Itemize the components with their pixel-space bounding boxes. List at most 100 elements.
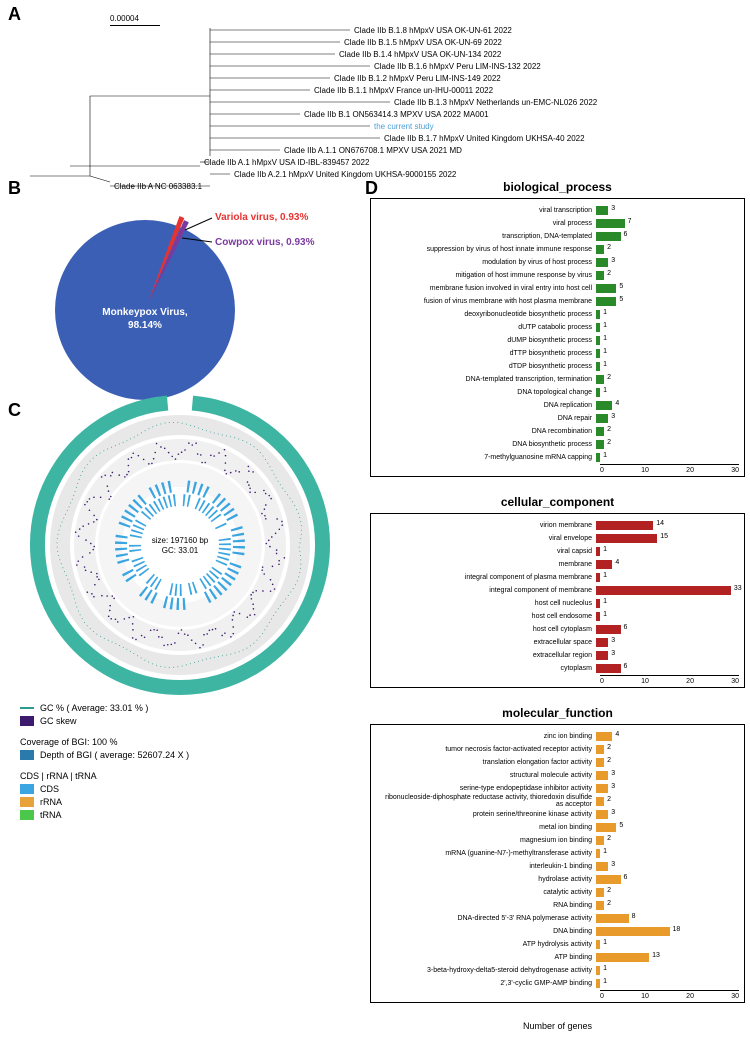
bar-row: RNA binding2 (376, 899, 739, 911)
bar-row: hydrolase activity6 (376, 873, 739, 885)
bar-value: 1 (603, 348, 607, 355)
bar-value: 1 (603, 546, 607, 553)
bar-track: 6 (596, 875, 739, 884)
bar-row: integral component of membrane33 (376, 584, 739, 596)
scale-bar: 0.00004 (110, 14, 160, 26)
x-tick: 30 (731, 678, 739, 685)
bar-value: 7 (628, 218, 632, 225)
bar-value: 1 (603, 611, 607, 618)
bar-label: ATP hydrolysis activity (376, 941, 596, 948)
bar-value: 1 (603, 361, 607, 368)
bar-track: 8 (596, 914, 739, 923)
bar-track: 2 (596, 758, 739, 767)
bar-label: magnesium ion binding (376, 837, 596, 844)
bar-row: modulation by virus of host process3 (376, 256, 739, 268)
bar-track: 18 (596, 927, 739, 936)
pie-svg: Monkeypox Virus,98.14%Variola virus, 0.9… (40, 200, 360, 400)
bar-track: 1 (596, 849, 739, 858)
bar-value: 1 (603, 598, 607, 605)
barchart-body: zinc ion binding4tumor necrosis factor-a… (370, 724, 745, 1003)
barchart-body: virion membrane14viral envelope15viral c… (370, 513, 745, 688)
svg-text:Clade IIb A.1 hMpxV USA ID-IBL: Clade IIb A.1 hMpxV USA ID-IBL-839457 20… (204, 158, 370, 167)
bar-value: 1 (603, 322, 607, 329)
bar-row: viral transcription3 (376, 204, 739, 216)
barchart-molecular_function: molecular_functionzinc ion binding4tumor… (370, 706, 745, 1003)
svg-text:Clade IIb B.1.2 hMpxV Peru LIM: Clade IIb B.1.2 hMpxV Peru LIM-INS-149 2… (334, 74, 501, 83)
bar-row: ribonucleoside-diphosphate reductase act… (376, 795, 739, 807)
bar-label: structural molecule activity (376, 772, 596, 779)
bar-fill: 2 (596, 836, 604, 845)
bar-fill: 1 (596, 979, 600, 988)
bar-value: 2 (607, 244, 611, 251)
bar-track: 2 (596, 797, 739, 806)
bar-label: viral process (376, 220, 596, 227)
svg-text:Clade IIb B.1.6 hMpxV Peru LIM: Clade IIb B.1.6 hMpxV Peru LIM-INS-132 2… (374, 62, 541, 71)
svg-text:98.14%: 98.14% (128, 320, 162, 331)
bar-row: viral capsid1 (376, 545, 739, 557)
barchart-cellular_component: cellular_componentvirion membrane14viral… (370, 495, 745, 688)
bar-label: interleukin-1 binding (376, 863, 596, 870)
bar-track: 4 (596, 732, 739, 741)
bar-label: integral component of plasma membrane (376, 574, 596, 581)
bar-fill: 3 (596, 258, 608, 267)
legend-cds-label: CDS (40, 784, 59, 794)
bar-label: viral transcription (376, 207, 596, 214)
legend-section-title: CDS | rRNA | tRNA (20, 771, 189, 781)
bar-label: ATP binding (376, 954, 596, 961)
bar-track: 3 (596, 638, 739, 647)
bar-value: 6 (624, 663, 628, 670)
x-axis: 0102030 (600, 464, 739, 474)
bar-label: virion membrane (376, 522, 596, 529)
bar-fill: 4 (596, 401, 612, 410)
bar-track: 2 (596, 440, 739, 449)
bar-fill: 6 (596, 625, 621, 634)
bar-row: viral envelope15 (376, 532, 739, 544)
bar-track: 3 (596, 771, 739, 780)
bar-track: 1 (596, 453, 739, 462)
bar-fill: 33 (596, 586, 731, 595)
bar-track: 33 (596, 586, 739, 595)
bar-track: 1 (596, 547, 739, 556)
legend-skew: GC skew (20, 716, 189, 726)
bar-row: cytoplasm 6 (376, 662, 739, 674)
x-tick: 10 (641, 678, 649, 685)
bar-row: fusion of virus membrane with host plasm… (376, 295, 739, 307)
bar-label: viral envelope (376, 535, 596, 542)
bar-value: 2 (607, 270, 611, 277)
bar-value: 3 (611, 413, 615, 420)
bar-track: 4 (596, 401, 739, 410)
bar-row: 2',3'-cyclic GMP-AMP binding1 (376, 977, 739, 989)
bar-label: 7-methylguanosine mRNA capping (376, 454, 596, 461)
bar-row: virion membrane14 (376, 519, 739, 531)
bar-value: 6 (624, 874, 628, 881)
bar-label: deoxyribonucleotide biosynthetic process (376, 311, 596, 318)
bar-fill: 5 (596, 297, 616, 306)
bar-value: 6 (624, 231, 628, 238)
bar-value: 2 (607, 887, 611, 894)
legend-rrna: rRNA (20, 797, 189, 807)
bar-label: host cell cytoplasm (376, 626, 596, 633)
legend-gc-label: GC % ( Average: 33.01 % ) (40, 703, 148, 713)
bar-row: structural molecule activity3 (376, 769, 739, 781)
legend-trna: tRNA (20, 810, 189, 820)
bar-row: host cell nucleolus1 (376, 597, 739, 609)
bar-fill: 2 (596, 271, 604, 280)
bar-row: 7-methylguanosine mRNA capping1 (376, 451, 739, 463)
bar-row: DNA-templated transcription, termination… (376, 373, 739, 385)
x-axis: 0102030 (600, 675, 739, 685)
bar-track: 2 (596, 427, 739, 436)
bar-label: cytoplasm (376, 665, 596, 672)
bar-row: dUTP catabolic process1 (376, 321, 739, 333)
bar-track: 5 (596, 284, 739, 293)
bar-value: 8 (632, 913, 636, 920)
bar-track: 2 (596, 745, 739, 754)
bar-label: translation elongation factor activity (376, 759, 596, 766)
bar-fill: 2 (596, 745, 604, 754)
figure-container: A B C D 0.00004 Clade IIb B.1.8 hMpxV US… (0, 0, 750, 1044)
legend-coverage-title: Coverage of BGI: 100 % (20, 737, 189, 747)
depth-swatch (20, 750, 34, 760)
svg-text:the current study: the current study (374, 122, 434, 131)
bar-track: 1 (596, 979, 739, 988)
bar-row: viral process 7 (376, 217, 739, 229)
bar-row: host cell endosome1 (376, 610, 739, 622)
